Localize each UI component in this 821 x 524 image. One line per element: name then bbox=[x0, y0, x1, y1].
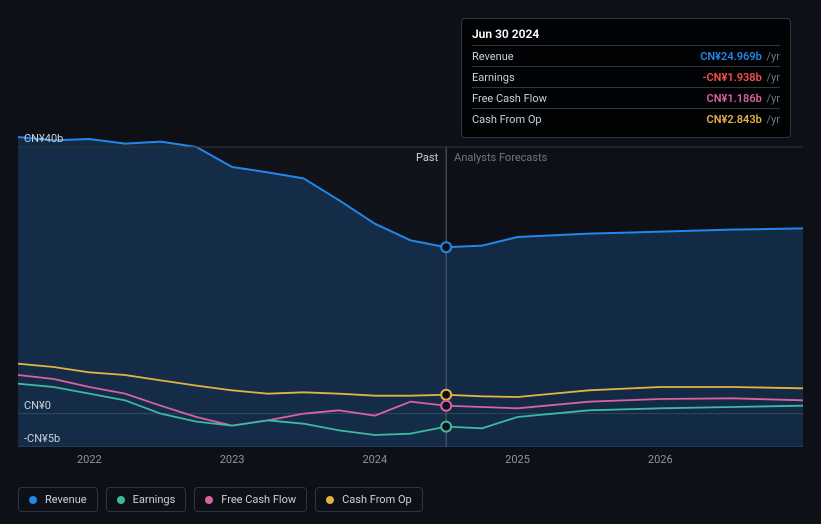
x-tick-label: 2023 bbox=[220, 453, 245, 466]
legend-dot-icon bbox=[29, 496, 37, 504]
tooltip-row-unit: /yr bbox=[764, 50, 780, 63]
legend-item-revenue[interactable]: Revenue bbox=[18, 487, 98, 512]
x-tick-label: 2025 bbox=[505, 453, 530, 466]
tooltip-row: Earnings -CN¥1.938b /yr bbox=[472, 66, 780, 87]
tooltip-row-label: Revenue bbox=[472, 50, 514, 63]
tooltip-row-label: Cash From Op bbox=[472, 113, 542, 126]
chart-tooltip: Jun 30 2024 RevenueCN¥24.969b /yrEarning… bbox=[461, 18, 791, 138]
tooltip-row-unit: /yr bbox=[764, 71, 780, 84]
legend-dot-icon bbox=[205, 496, 213, 504]
chart-container: CN¥40b CN¥0 -CN¥5b 2022 2023 2024 2025 2026 Pa… bbox=[0, 0, 821, 524]
y-tick-label: -CN¥5b bbox=[24, 432, 60, 445]
legend-label: Cash From Op bbox=[342, 493, 412, 506]
legend-item-cash_from_op[interactable]: Cash From Op bbox=[315, 487, 423, 512]
tooltip-row-unit: /yr bbox=[764, 92, 780, 105]
tooltip-row-label: Free Cash Flow bbox=[472, 92, 547, 105]
legend-label: Free Cash Flow bbox=[221, 493, 296, 506]
region-label-future: Analysts Forecasts bbox=[454, 151, 547, 164]
legend-item-free_cash_flow[interactable]: Free Cash Flow bbox=[194, 487, 307, 512]
tooltip-row: Free Cash Flow CN¥1.186b /yr bbox=[472, 87, 780, 108]
tooltip-row-value: CN¥1.186b bbox=[707, 92, 762, 105]
region-label-past: Past bbox=[416, 151, 438, 164]
x-tick-label: 2024 bbox=[362, 453, 387, 466]
x-tick-label: 2022 bbox=[77, 453, 102, 466]
tooltip-row: Revenue CN¥24.969b /yr bbox=[472, 45, 780, 66]
legend-dot-icon bbox=[326, 496, 334, 504]
tooltip-row-value: -CN¥1.938b bbox=[702, 71, 761, 84]
legend-item-earnings[interactable]: Earnings bbox=[106, 487, 187, 512]
tooltip-row: Cash From Op CN¥2.843b /yr bbox=[472, 108, 780, 129]
legend-label: Earnings bbox=[133, 493, 176, 506]
tooltip-row-value: CN¥24.969b bbox=[700, 50, 762, 63]
x-tick-label: 2026 bbox=[648, 453, 673, 466]
tooltip-row-label: Earnings bbox=[472, 71, 515, 84]
chart-legend: Revenue Earnings Free Cash Flow Cash From O… bbox=[18, 487, 423, 512]
legend-dot-icon bbox=[117, 496, 125, 504]
y-tick-label: CN¥40b bbox=[24, 132, 63, 145]
tooltip-title: Jun 30 2024 bbox=[472, 27, 780, 41]
tooltip-row-value: CN¥2.843b bbox=[707, 113, 762, 126]
tooltip-row-unit: /yr bbox=[764, 113, 780, 126]
y-tick-label: CN¥0 bbox=[24, 399, 51, 412]
legend-label: Revenue bbox=[45, 493, 87, 506]
